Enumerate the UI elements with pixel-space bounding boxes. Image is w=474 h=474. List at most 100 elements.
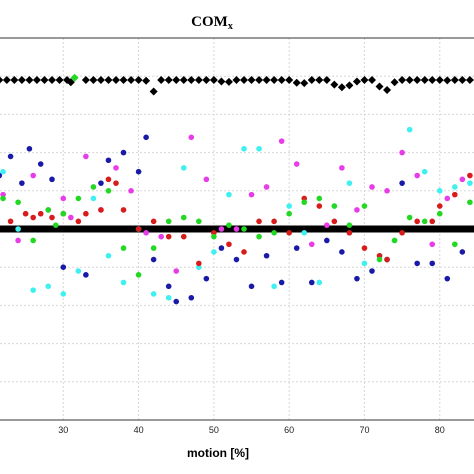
- point-black-0-4: [17, 76, 26, 85]
- point-blue-2-21: [263, 252, 270, 259]
- point-black-0-59: [435, 76, 444, 85]
- point-cyan-4-28: [406, 126, 413, 133]
- point-blue-2-12: [143, 134, 149, 141]
- point-red-5-25: [316, 203, 323, 209]
- point-red-5-35: [452, 191, 458, 198]
- point-cyan-4-5: [60, 291, 67, 297]
- point-black-0-21: [149, 87, 158, 96]
- point-red-5-2: [22, 210, 29, 217]
- point-black-0-20: [142, 76, 151, 85]
- point-black-0-47: [345, 81, 354, 90]
- point-green-6-4: [45, 207, 52, 213]
- point-magenta-3-11: [143, 230, 149, 236]
- point-black-0-53: [390, 78, 399, 87]
- point-black-0-42: [307, 76, 316, 85]
- point-black-0-45: [330, 80, 339, 89]
- point-black-0-14: [96, 76, 105, 85]
- point-blue-2-14: [165, 283, 172, 290]
- point-black-0-36: [262, 76, 271, 85]
- point-blue-2-16: [188, 294, 195, 301]
- point-cyan-4-9: [120, 279, 127, 286]
- point-red-5-5: [49, 214, 55, 221]
- point-cyan-4-13: [180, 165, 187, 171]
- x-tick-label-0: 30: [58, 425, 68, 435]
- point-blue-2-23: [293, 245, 300, 251]
- point-blue-2-15: [173, 298, 180, 305]
- point-black-0-11: [66, 78, 75, 87]
- point-black-0-50: [368, 76, 376, 85]
- data-points: [0, 73, 474, 305]
- x-tick-label-3: 60: [284, 425, 294, 435]
- point-green-6-29: [406, 214, 413, 221]
- point-black-0-13: [89, 76, 98, 85]
- point-green-6-3: [30, 237, 36, 244]
- point-red-5-27: [346, 230, 353, 236]
- point-green-6-21: [286, 210, 292, 217]
- chart-title: COMx: [191, 14, 233, 32]
- point-black-0-26: [187, 76, 196, 85]
- point-black-0-46: [337, 83, 346, 92]
- x-tick-labels: 30 40 50 60 70 80: [58, 425, 444, 435]
- point-cyan-4-6: [75, 268, 82, 274]
- point-green-6-20: [271, 230, 277, 236]
- point-magenta-3-14: [188, 134, 195, 141]
- point-cyan-4-22: [316, 279, 323, 286]
- point-green-6-2: [15, 199, 21, 206]
- point-green-6-9: [105, 188, 112, 194]
- point-black-0-57: [420, 76, 429, 85]
- point-red-5-10: [105, 176, 112, 183]
- point-magenta-3-18: [248, 191, 255, 198]
- point-black-0-8: [48, 76, 56, 85]
- point-green-6-10: [120, 245, 127, 251]
- point-green-6-30: [421, 218, 428, 225]
- point-blue-2-24: [308, 279, 315, 286]
- point-red-5-32: [414, 218, 420, 225]
- point-magenta-3-21: [293, 161, 300, 167]
- point-cyan-4-4: [45, 283, 52, 290]
- point-green-1-0: [70, 73, 79, 82]
- point-black-0-25: [179, 76, 188, 85]
- point-blue-2-10: [120, 149, 127, 156]
- point-black-0-63: [465, 76, 474, 85]
- point-cyan-4-17: [241, 145, 247, 152]
- point-blue-2-34: [459, 249, 466, 255]
- point-black-0-2: [2, 76, 11, 85]
- point-magenta-3-7: [83, 153, 89, 160]
- point-red-5-19: [226, 241, 232, 248]
- x-tick-label-1: 40: [134, 425, 144, 435]
- point-magenta-3-12: [158, 233, 164, 240]
- point-red-5-28: [361, 245, 368, 251]
- chart-title-subscript: x: [228, 21, 233, 32]
- point-black-0-1: [0, 76, 4, 84]
- point-blue-2-19: [233, 256, 240, 263]
- point-black-0-12: [81, 76, 90, 85]
- point-black-0-24: [172, 76, 181, 85]
- point-red-5-21: [256, 218, 262, 225]
- point-blue-2-28: [369, 268, 375, 274]
- point-magenta-3-2: [15, 237, 21, 244]
- point-black-0-31: [224, 77, 233, 86]
- point-blue-2-9: [105, 157, 112, 164]
- point-green-6-19: [256, 233, 262, 240]
- point-black-0-49: [360, 76, 369, 85]
- point-red-5-33: [429, 218, 436, 225]
- point-green-6-32: [452, 241, 458, 248]
- point-magenta-3-19: [263, 184, 270, 190]
- point-black-0-38: [277, 76, 286, 85]
- point-magenta-3-16: [218, 226, 225, 232]
- point-blue-2-8: [98, 180, 104, 186]
- point-black-0-33: [240, 76, 248, 85]
- point-blue-2-25: [324, 237, 330, 244]
- point-red-5-22: [271, 218, 277, 225]
- point-magenta-3-13: [173, 268, 180, 274]
- point-green-6-13: [165, 218, 172, 225]
- point-black-0-55: [405, 76, 414, 85]
- point-magenta-3-10: [128, 188, 134, 194]
- point-green-6-11: [135, 272, 142, 278]
- point-blue-2-17: [203, 275, 210, 282]
- point-blue-2-11: [135, 168, 142, 175]
- point-green-6-33: [467, 199, 473, 206]
- point-red-5-30: [384, 256, 390, 263]
- point-green-6-14: [180, 214, 187, 221]
- point-cyan-4-31: [452, 184, 458, 190]
